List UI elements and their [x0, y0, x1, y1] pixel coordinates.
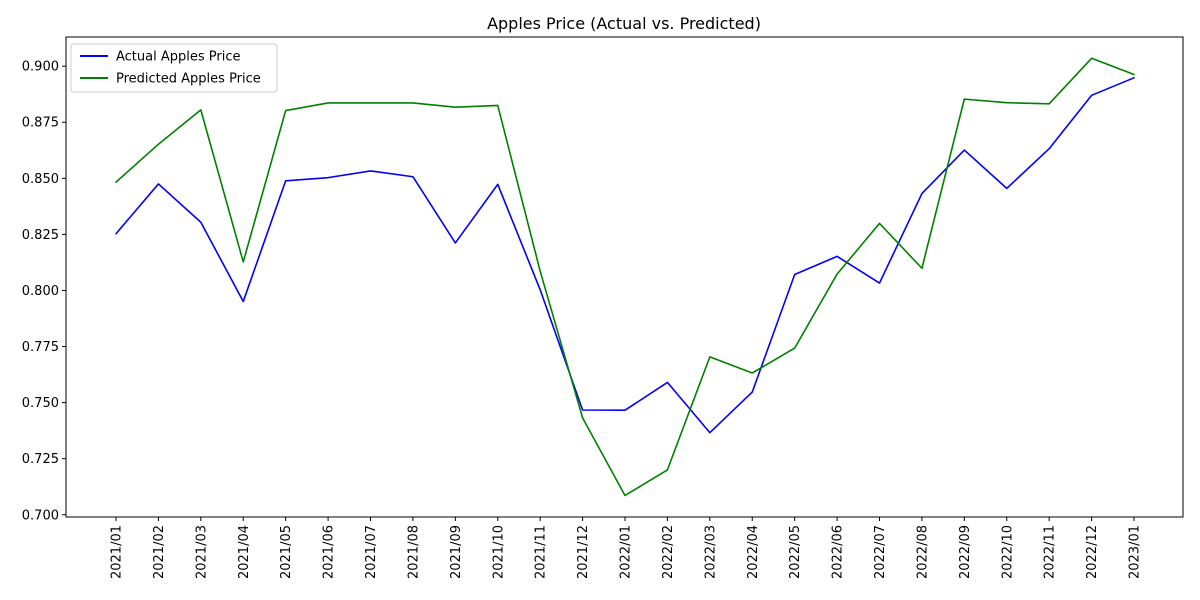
y-tick-label: 0.750: [22, 396, 59, 411]
legend: Actual Apples Price Predicted Apples Pri…: [70, 43, 278, 93]
x-tick-label: 2022/03: [703, 525, 718, 579]
x-tick-label: 2022/02: [661, 525, 676, 579]
x-tick-label: 2022/10: [1000, 525, 1015, 579]
x-tick-label: 2022/09: [958, 525, 973, 579]
x-tick-label: 2021/08: [406, 525, 421, 579]
y-tick-label: 0.900: [22, 60, 59, 75]
series-layer: [115, 57, 1135, 497]
legend-box: [70, 43, 278, 93]
y-tick-label: 0.800: [22, 284, 59, 299]
x-tick-label: 2022/12: [1085, 525, 1100, 579]
x-tick-label: 2021/09: [449, 525, 464, 579]
x-tick-label: 2021/06: [322, 525, 337, 579]
legend-label-actual: Actual Apples Price: [116, 50, 240, 65]
x-tick-label: 2021/03: [194, 525, 209, 579]
x-tick-label: 2021/02: [152, 525, 167, 579]
x-tick-label: 2022/05: [788, 525, 803, 579]
y-tick-label: 0.700: [22, 508, 59, 523]
chart-title: Apples Price (Actual vs. Predicted): [487, 14, 761, 33]
x-tick-label: 2021/12: [576, 525, 591, 579]
series-line-predicted: [115, 57, 1135, 497]
x-tick-label: 2022/08: [915, 525, 930, 579]
x-tick-label: 2021/07: [364, 525, 379, 579]
series-line-actual: [115, 77, 1135, 434]
x-tick-label: 2021/01: [110, 525, 125, 579]
y-tick-label: 0.775: [22, 340, 59, 355]
legend-label-predicted: Predicted Apples Price: [116, 72, 261, 87]
x-tick-label: 2022/11: [1043, 525, 1058, 579]
x-tick-label: 2022/07: [873, 525, 888, 579]
x-tick-label: 2022/04: [746, 525, 761, 579]
axes-layer: 0.700 0.725 0.750 0.775 0.800 0.825 0.850 0.875…: [22, 36, 1184, 579]
x-tick-label: 2021/04: [237, 525, 252, 579]
x-tick-label: 2021/11: [534, 525, 549, 579]
x-tick-label: 2021/10: [491, 525, 506, 579]
x-tick-label: 2023/01: [1128, 525, 1143, 579]
y-tick-label: 0.725: [22, 452, 59, 467]
x-tick-label: 2022/01: [619, 525, 634, 579]
y-tick-label: 0.825: [22, 228, 59, 243]
y-tick-label: 0.850: [22, 172, 59, 187]
x-tick-label: 2022/06: [831, 525, 846, 579]
x-tick-label: 2021/05: [279, 525, 294, 579]
y-tick-label: 0.875: [22, 116, 59, 131]
